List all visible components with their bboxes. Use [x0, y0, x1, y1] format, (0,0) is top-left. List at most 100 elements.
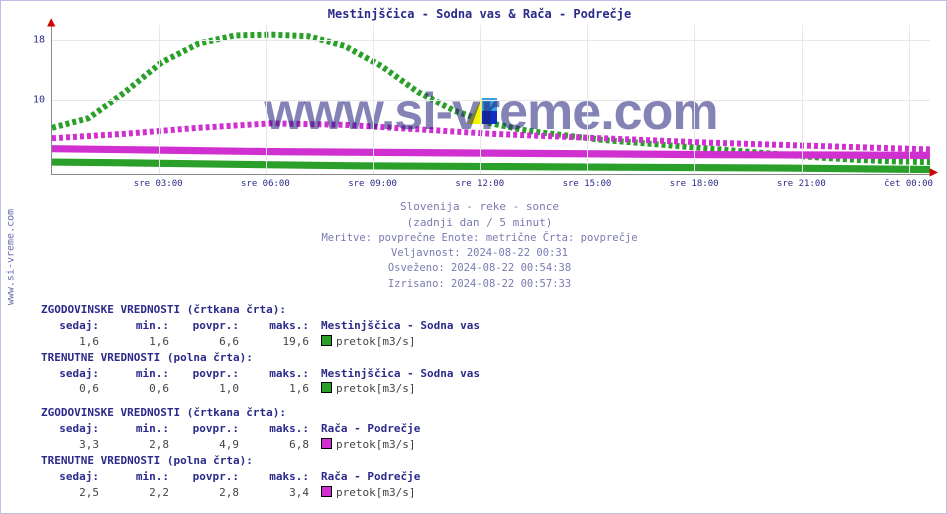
x-axis-arrow-icon: ▶	[930, 165, 938, 179]
swatch-icon	[321, 382, 332, 393]
x-tick-label: sre 09:00	[348, 179, 397, 189]
col-povpr: povpr.:	[181, 318, 251, 334]
meta-line3: Meritve: povprečne Enote: metrične Črta:…	[21, 231, 938, 246]
stats-block: ZGODOVINSKE VREDNOSTI (črtkana črta):sed…	[41, 302, 938, 398]
series-unit: pretok[m3/s]	[321, 334, 415, 350]
val-min: 2,8	[111, 437, 181, 453]
col-sedaj: sedaj:	[41, 366, 111, 382]
val-sedaj: 2,5	[41, 485, 111, 501]
series-line	[52, 162, 930, 169]
stats-columns-row: sedaj:min.:povpr.:maks.:Mestinjščica - S…	[41, 318, 938, 334]
swatch-icon	[321, 438, 332, 449]
val-maks: 1,6	[251, 381, 321, 397]
x-ticks: sre 03:00 sre 06:00 sre 09:00 sre 12:00 sre …	[51, 177, 930, 193]
val-min: 2,2	[111, 485, 181, 501]
y-axis-label-strip: www.si-vreme.com	[1, 1, 21, 513]
col-min: min.:	[111, 318, 181, 334]
col-maks: maks.:	[251, 421, 321, 437]
stats-columns-row: sedaj:min.:povpr.:maks.:Mestinjščica - S…	[41, 366, 938, 382]
x-tick-label: sre 06:00	[241, 179, 290, 189]
x-tick-label: sre 21:00	[777, 179, 826, 189]
val-sedaj: 1,6	[41, 334, 111, 350]
chart-title: Mestinjščica - Sodna vas & Rača - Podreč…	[21, 5, 938, 25]
y-ticks: 10 18	[21, 25, 47, 175]
col-min: min.:	[111, 366, 181, 382]
series-line	[52, 149, 930, 156]
col-sedaj: sedaj:	[41, 421, 111, 437]
unit-label: pretok[m3/s]	[336, 335, 415, 348]
chart-area: 1018 www.si-vreme.com ▲ ▶ sre 03:00sre 0…	[51, 25, 930, 193]
col-sedaj: sedaj:	[41, 469, 111, 485]
meta-refreshed: Osveženo: 2024-08-22 00:54:38	[21, 261, 938, 276]
stats-block: ZGODOVINSKE VREDNOSTI (črtkana črta):sed…	[41, 405, 938, 501]
series-name: Rača - Podrečje	[321, 469, 420, 485]
series-line	[52, 123, 930, 149]
y-tick-label: 18	[33, 35, 45, 46]
col-min: min.:	[111, 421, 181, 437]
metadata-block: Slovenija - reke - sonce (zadnji dan / 5…	[21, 199, 938, 292]
series-name: Mestinjščica - Sodna vas	[321, 318, 480, 334]
stats-header-row: ZGODOVINSKE VREDNOSTI (črtkana črta):	[41, 302, 938, 318]
series-name: Mestinjščica - Sodna vas	[321, 366, 480, 382]
stats-columns-row: sedaj:min.:povpr.:maks.:Rača - Podrečje	[41, 469, 938, 485]
series-name: Rača - Podrečje	[321, 421, 420, 437]
stats-header: TRENUTNE VREDNOSTI (polna črta):	[41, 453, 321, 469]
series-unit: pretok[m3/s]	[321, 437, 415, 453]
grid-line-h	[52, 100, 930, 101]
stats-header-row: ZGODOVINSKE VREDNOSTI (črtkana črta):	[41, 405, 938, 421]
x-tick-label: čet 00:00	[884, 179, 933, 189]
val-povpr: 6,6	[181, 334, 251, 350]
unit-label: pretok[m3/s]	[336, 486, 415, 499]
col-min: min.:	[111, 469, 181, 485]
meta-line1: Slovenija - reke - sonce	[21, 199, 938, 215]
col-sedaj: sedaj:	[41, 318, 111, 334]
stats-values-row: 1,61,66,619,6pretok[m3/s]	[41, 334, 938, 350]
stats-region: ZGODOVINSKE VREDNOSTI (črtkana črta):sed…	[41, 302, 938, 509]
val-maks: 3,4	[251, 485, 321, 501]
series-unit: pretok[m3/s]	[321, 485, 415, 501]
grid-line-h	[52, 40, 930, 41]
stats-values-row: 2,52,22,83,4 pretok[m3/s]	[41, 485, 938, 501]
series-unit: pretok[m3/s]	[321, 381, 415, 397]
swatch-icon	[321, 486, 332, 497]
meta-line2: (zadnji dan / 5 minut)	[21, 215, 938, 231]
main-column: Mestinjščica - Sodna vas & Rača - Podreč…	[21, 1, 946, 513]
stats-values-row: 0,60,61,01,6pretok[m3/s]	[41, 381, 938, 397]
val-sedaj: 0,6	[41, 381, 111, 397]
val-maks: 19,6	[251, 334, 321, 350]
plot-region: www.si-vreme.com	[51, 25, 930, 175]
stats-header: ZGODOVINSKE VREDNOSTI (črtkana črta):	[41, 302, 321, 318]
x-tick-label: sre 18:00	[670, 179, 719, 189]
x-tick-label: sre 15:00	[563, 179, 612, 189]
site-logo-icon	[467, 98, 497, 124]
col-maks: maks.:	[251, 469, 321, 485]
stats-header-row: TRENUTNE VREDNOSTI (polna črta):	[41, 350, 938, 366]
stats-values-row: 3,32,84,96,8pretok[m3/s]	[41, 437, 938, 453]
val-povpr: 4,9	[181, 437, 251, 453]
val-povpr: 1,0	[181, 381, 251, 397]
unit-label: pretok[m3/s]	[336, 382, 415, 395]
col-povpr: povpr.:	[181, 421, 251, 437]
y-tick-label: 10	[33, 95, 45, 106]
col-maks: maks.:	[251, 366, 321, 382]
report-frame: www.si-vreme.com Mestinjščica - Sodna va…	[0, 0, 947, 514]
y-axis-label: www.si-vreme.com	[6, 209, 17, 305]
val-min: 1,6	[111, 334, 181, 350]
stats-header: TRENUTNE VREDNOSTI (polna črta):	[41, 350, 321, 366]
val-povpr: 2,8	[181, 485, 251, 501]
swatch-icon	[321, 335, 332, 346]
val-sedaj: 3,3	[41, 437, 111, 453]
stats-header-row: TRENUTNE VREDNOSTI (polna črta):	[41, 453, 938, 469]
col-povpr: povpr.:	[181, 469, 251, 485]
col-maks: maks.:	[251, 318, 321, 334]
val-min: 0,6	[111, 381, 181, 397]
val-maks: 6,8	[251, 437, 321, 453]
y-axis-arrow-icon: ▲	[47, 15, 55, 29]
meta-validity: Veljavnost: 2024-08-22 00:31	[21, 246, 938, 261]
col-povpr: povpr.:	[181, 366, 251, 382]
x-tick-label: sre 12:00	[455, 179, 504, 189]
meta-printed: Izrisano: 2024-08-22 00:57:33	[21, 277, 938, 292]
stats-columns-row: sedaj:min.:povpr.:maks.:Rača - Podrečje	[41, 421, 938, 437]
stats-header: ZGODOVINSKE VREDNOSTI (črtkana črta):	[41, 405, 321, 421]
x-tick-label: sre 03:00	[134, 179, 183, 189]
